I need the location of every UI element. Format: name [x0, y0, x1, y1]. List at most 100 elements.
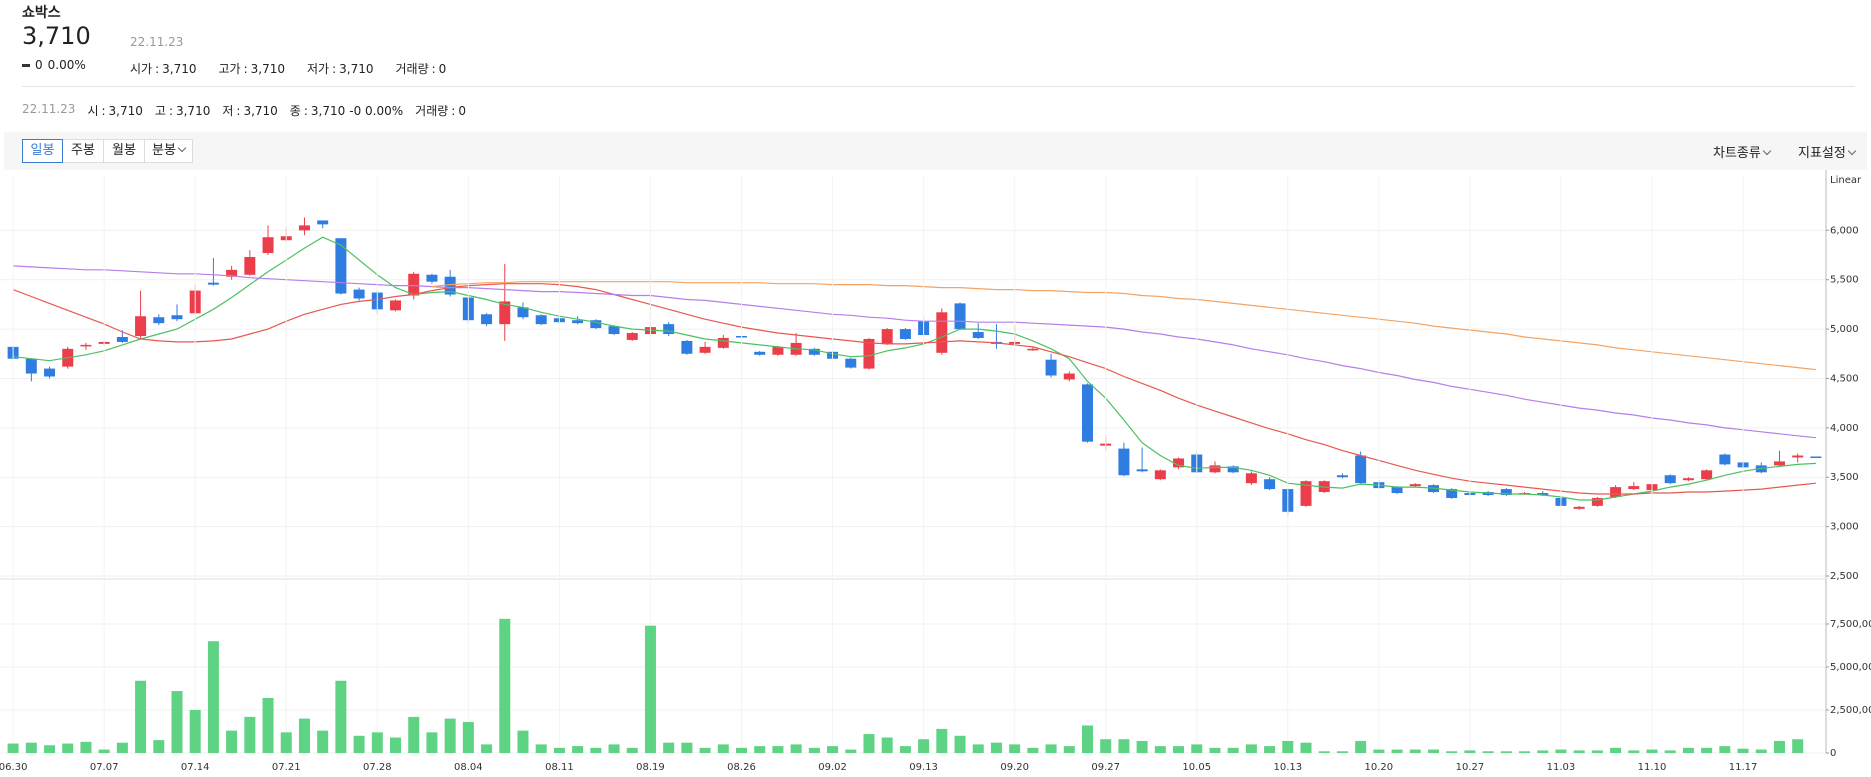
candle-body — [1118, 448, 1130, 476]
info-label: 종 — [289, 104, 301, 118]
volume-bar — [1081, 725, 1093, 753]
candle-body — [25, 358, 37, 374]
x-tick-label: 07.14 — [181, 762, 210, 773]
candle-body — [954, 303, 966, 330]
volume-bar — [535, 744, 547, 753]
volume-bar — [1336, 751, 1348, 753]
candle-body — [808, 348, 820, 355]
x-tick-label: 09.20 — [1000, 762, 1029, 773]
volume-bar — [1009, 744, 1021, 753]
info-value: 3,710 — [108, 104, 143, 118]
y-tick-label: 3,500 — [1830, 472, 1859, 483]
volume-bar — [207, 641, 219, 753]
volume-bar — [644, 625, 656, 753]
candle-body — [972, 332, 984, 338]
volume-bar — [262, 697, 274, 753]
volume-bar — [772, 746, 784, 753]
candle-body — [1245, 473, 1257, 484]
volume-bar — [1100, 739, 1112, 753]
info-item: 고:3,710 — [155, 102, 210, 119]
volume-bar — [80, 741, 92, 753]
candle-body — [226, 269, 238, 277]
candle-body — [426, 274, 438, 282]
x-tick-label: 09.27 — [1091, 762, 1120, 773]
x-tick-label: 09.02 — [818, 762, 847, 773]
x-tick-label: 10.20 — [1365, 762, 1394, 773]
candle-body — [1227, 466, 1239, 473]
candle-body — [44, 368, 56, 377]
y-tick-label: 3,000 — [1830, 522, 1859, 533]
volume-bar — [98, 749, 110, 753]
volume-bar — [754, 746, 766, 753]
candle-body — [1500, 489, 1512, 496]
volume-bar — [990, 742, 1002, 753]
volume-bar — [1628, 750, 1640, 753]
candle-body — [444, 276, 456, 295]
menu-button[interactable]: 차트종류 — [1713, 142, 1772, 161]
volume-bar — [444, 718, 456, 753]
period-button[interactable]: 월봉 — [103, 139, 145, 163]
volume-bar — [1173, 746, 1185, 753]
period-button[interactable]: 분봉 — [144, 139, 193, 163]
volume-bar — [590, 747, 602, 753]
volume-bar — [1063, 746, 1075, 753]
stat-label: 고가 — [218, 62, 241, 76]
candle-body — [353, 289, 365, 299]
volume-bar — [481, 744, 493, 753]
volume-bar — [1464, 750, 1476, 753]
candle-body — [317, 220, 329, 225]
candle-body — [1336, 475, 1348, 478]
candle-body — [1773, 461, 1785, 466]
volume-bar — [116, 742, 128, 753]
volume-bar — [1136, 740, 1148, 753]
volume-bar — [1573, 750, 1585, 753]
volume-bar — [1701, 747, 1713, 753]
scale-label: Linear — [1830, 175, 1862, 186]
stat-label: 저가 — [307, 62, 330, 76]
x-tick-label: 11.17 — [1729, 762, 1758, 773]
volume-bar — [1427, 749, 1439, 753]
volume-bar — [1227, 747, 1239, 753]
volume-bar — [863, 734, 875, 753]
info-value: 0 — [458, 104, 466, 118]
y-tick-label: 5,500 — [1830, 275, 1859, 286]
candle-body — [298, 225, 310, 231]
volume-bar — [681, 742, 693, 753]
candle-body — [1573, 506, 1585, 509]
info-item: 저:3,710 — [222, 102, 277, 119]
volume-bar — [317, 730, 329, 753]
candle-body — [772, 346, 784, 355]
menu-button[interactable]: 지표설정 — [1798, 142, 1857, 161]
info-label: 시 — [87, 104, 99, 118]
candle-body — [116, 336, 128, 342]
candle-body — [1610, 487, 1622, 497]
volume-bar — [1300, 742, 1312, 753]
volume-bar — [244, 716, 256, 753]
y-tick-label: 5,000,000 — [1830, 662, 1871, 673]
volume-bar — [335, 680, 347, 753]
volume-bar — [717, 744, 729, 753]
candle-body — [1391, 487, 1403, 494]
candle-body — [1063, 373, 1075, 380]
volume-bar — [827, 746, 839, 753]
candle-body — [1209, 465, 1221, 473]
info-item: 시:3,710 — [87, 102, 142, 119]
period-button[interactable]: 일봉 — [22, 139, 63, 163]
candle-body — [936, 312, 948, 353]
stat: 고가:3,710 — [219, 60, 286, 77]
volume-bar — [1154, 746, 1166, 753]
volume-bar — [25, 742, 37, 753]
change-rate: 0.00% — [47, 58, 86, 72]
volume-bar — [1555, 749, 1567, 753]
info-value: 3,710 — [243, 104, 278, 118]
volume-bar — [736, 747, 748, 753]
x-tick-label: 09.13 — [909, 762, 938, 773]
candle-body — [1537, 493, 1549, 496]
info-separator: : — [236, 104, 241, 118]
stat-label: 거래량 — [395, 62, 429, 76]
volume-bar — [1610, 747, 1622, 753]
candle-body — [153, 317, 165, 324]
volume-bar — [1264, 746, 1276, 753]
volume-bar — [1719, 746, 1731, 753]
divider — [22, 86, 1855, 87]
